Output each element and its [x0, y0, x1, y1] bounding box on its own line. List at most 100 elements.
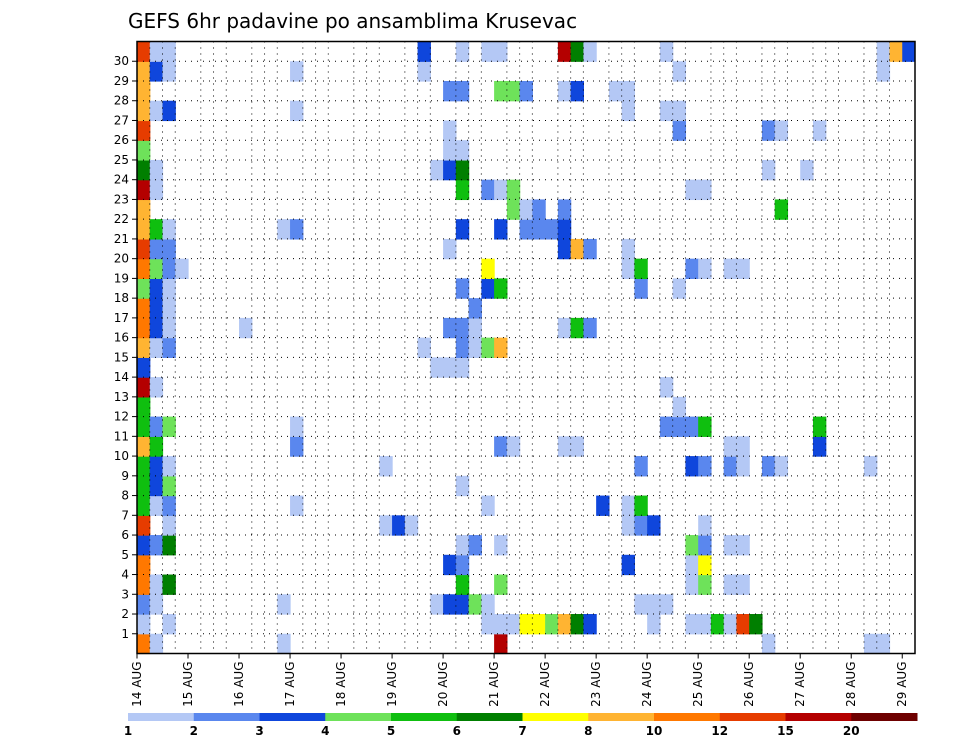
heatmap-cell	[621, 80, 636, 102]
heatmap-cell	[812, 436, 827, 457]
heatmap-cell	[672, 396, 687, 418]
heatmap-cell	[162, 535, 176, 556]
heatmap-cell	[162, 337, 176, 358]
heatmap-cell	[685, 416, 699, 437]
y-tick-label: 12	[114, 410, 129, 424]
heatmap-cell	[481, 495, 495, 516]
heatmap-cell	[494, 179, 508, 201]
y-tick-label: 14	[114, 370, 129, 384]
heatmap-cell	[672, 120, 687, 141]
legend-label: 20	[843, 724, 860, 738]
heatmap-cell	[519, 614, 533, 635]
heatmap-cell	[162, 416, 176, 437]
x-tick-label: 24 AUG	[640, 662, 654, 707]
heatmap-cell	[506, 80, 521, 102]
heatmap-cell	[137, 416, 151, 437]
heatmap-cell	[137, 41, 151, 62]
heatmap-cell	[557, 614, 572, 635]
heatmap-cell	[698, 515, 712, 536]
heatmap-cell	[659, 594, 674, 615]
heatmap-cell	[137, 80, 151, 102]
heatmap-cell	[583, 41, 597, 62]
y-tick-label: 8	[121, 489, 129, 503]
heatmap-cell	[239, 317, 253, 339]
heatmap-cell	[455, 179, 470, 201]
heatmap-cell	[137, 100, 151, 122]
heatmap-cell	[137, 120, 151, 141]
heatmap-cell	[876, 61, 891, 82]
heatmap-cell	[417, 41, 431, 62]
legend-label: 8	[584, 724, 592, 738]
heatmap-cell	[532, 614, 546, 635]
heatmap-cell	[149, 436, 164, 457]
legend-swatch	[456, 713, 523, 721]
heatmap-cell	[455, 317, 470, 339]
heatmap-cell	[532, 219, 546, 240]
heatmap-cell	[621, 515, 636, 536]
heatmap-cell	[290, 100, 304, 122]
heatmap-cell	[621, 238, 636, 260]
heatmap-cell	[698, 614, 712, 635]
heatmap-cell	[506, 614, 521, 635]
heatmap-cell	[634, 258, 648, 280]
heatmap-cell	[557, 80, 572, 102]
legend-label: 2	[190, 724, 198, 738]
heatmap-cell	[149, 633, 164, 655]
heatmap-cell	[162, 515, 176, 536]
heatmap-cell	[137, 456, 151, 477]
legend-swatch	[522, 713, 589, 721]
heatmap-cell	[481, 258, 495, 280]
heatmap-cell	[621, 100, 636, 122]
heatmap-cell	[736, 614, 750, 635]
heatmap-cell	[162, 61, 176, 82]
heatmap-cell	[417, 61, 431, 82]
heatmap-cell	[685, 574, 699, 595]
y-tick-label: 2	[121, 607, 129, 621]
y-tick-label: 9	[121, 469, 129, 483]
y-tick-label: 24	[114, 173, 129, 187]
heatmap-cell	[532, 199, 546, 220]
heatmap-cell	[149, 278, 164, 299]
heatmap-cell	[494, 278, 508, 299]
x-axis: 14 AUG 15 AUG 16 AUG 17 AUG 18 AUG 19 AUG 20 A…	[130, 653, 909, 707]
legend-swatch	[259, 713, 326, 721]
heatmap-cell	[149, 258, 164, 280]
heatmap-cell	[557, 317, 572, 339]
y-tick-label: 18	[114, 291, 129, 305]
heatmap-cell	[162, 574, 176, 595]
legend-swatch	[325, 713, 392, 721]
heatmap-cell	[761, 456, 776, 477]
heatmap-cell	[137, 179, 151, 201]
legend-swatch	[193, 713, 260, 721]
heatmap-cell	[570, 614, 584, 635]
heatmap-cell	[736, 456, 750, 477]
legend-label: 12	[711, 724, 728, 738]
heatmap-cell	[659, 100, 674, 122]
heatmap-cell	[481, 337, 495, 358]
heatmap-cell	[647, 614, 661, 635]
heatmap-cell	[137, 61, 151, 82]
heatmap-cell	[863, 456, 878, 477]
legend-swatch	[654, 713, 721, 721]
heatmap-cell	[685, 614, 699, 635]
heatmap-cell	[137, 396, 151, 418]
heatmap-cell	[570, 41, 584, 62]
heatmap-cell	[494, 633, 508, 655]
y-tick-label: 21	[114, 232, 129, 246]
heatmap-cell	[557, 41, 572, 62]
heatmap-cell	[698, 416, 712, 437]
heatmap-cell	[455, 357, 470, 378]
heatmap-cell	[379, 515, 393, 536]
legend-label: 3	[255, 724, 263, 738]
heatmap-cell	[137, 199, 151, 220]
heatmap-cell	[557, 238, 572, 260]
heatmap-cell	[889, 41, 903, 62]
y-tick-label: 17	[114, 311, 129, 325]
x-tick-label: 21 AUG	[487, 662, 501, 707]
heatmap-cell	[137, 238, 151, 260]
x-tick-label: 14 AUG	[130, 662, 144, 707]
heatmap-cell	[902, 41, 915, 62]
heatmap-cell	[647, 515, 661, 536]
heatmap-cell	[443, 80, 457, 102]
heatmap-cell	[749, 614, 763, 635]
